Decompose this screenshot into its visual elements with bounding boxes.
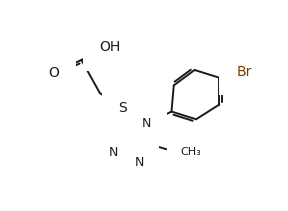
Text: O: O [48, 66, 59, 80]
Text: N: N [134, 156, 144, 169]
Text: CH₃: CH₃ [180, 147, 201, 157]
Text: N: N [142, 117, 151, 130]
Text: N: N [109, 146, 118, 159]
Text: Br: Br [236, 65, 251, 78]
Text: OH: OH [99, 40, 120, 54]
Text: S: S [119, 101, 127, 115]
